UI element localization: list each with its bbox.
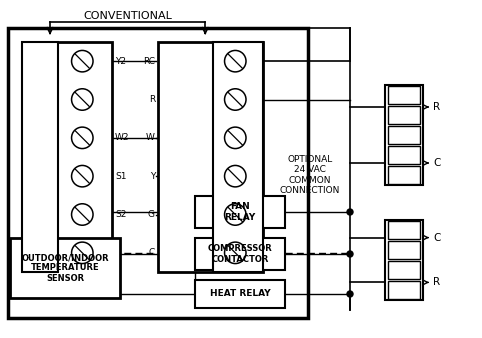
Bar [213,42,263,272]
Bar [388,166,420,184]
Circle shape [347,209,353,215]
Bar [388,261,420,279]
Bar [388,281,420,299]
Text: R: R [433,277,440,287]
Text: RC: RC [143,57,155,66]
Bar [388,86,420,104]
Bar [388,146,420,164]
Bar [158,42,263,272]
Text: W: W [146,133,155,142]
Bar [385,220,423,300]
Text: S1: S1 [115,172,126,181]
Text: R: R [433,102,440,112]
Bar [22,42,112,272]
Text: C: C [433,158,441,168]
Bar [385,85,423,185]
Bar [22,42,58,272]
Bar [8,28,308,318]
Bar [388,106,420,124]
Text: C: C [149,248,155,257]
Bar [195,238,285,270]
Bar [195,196,285,228]
Text: COMPRESSOR
CONTACTOR: COMPRESSOR CONTACTOR [208,244,272,264]
Bar [10,238,120,298]
Circle shape [347,251,353,257]
Bar [388,241,420,259]
Text: Y: Y [149,172,155,181]
Text: OUTDOOR/INDOOR
TEMPERATURE
SENSOR: OUTDOOR/INDOOR TEMPERATURE SENSOR [21,253,109,283]
Text: R: R [149,95,155,104]
Text: W2: W2 [115,133,130,142]
Text: HEAT RELAY: HEAT RELAY [210,290,270,298]
Text: CONVENTIONAL: CONVENTIONAL [83,11,172,21]
Bar [195,280,285,308]
Text: FAN
RELAY: FAN RELAY [225,202,255,222]
Text: Y2: Y2 [115,57,126,66]
Text: C: C [433,233,441,243]
Text: OPTIONAL
24 VAC
COMMON
CONNECTION: OPTIONAL 24 VAC COMMON CONNECTION [280,155,340,195]
Text: G: G [148,210,155,219]
Circle shape [347,291,353,297]
Bar [388,126,420,144]
Text: S2: S2 [115,210,126,219]
Bar [388,221,420,239]
